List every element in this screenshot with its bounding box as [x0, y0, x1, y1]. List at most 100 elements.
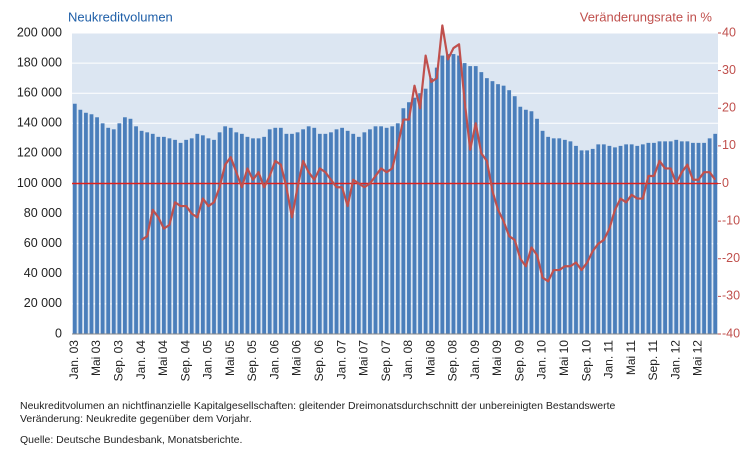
bar — [78, 109, 83, 334]
x-tick-label: Jan. 08 — [401, 340, 415, 380]
bar — [434, 67, 439, 335]
x-tick-label: Mai 04 — [156, 340, 170, 376]
x-tick-label: Jan. 05 — [201, 340, 215, 380]
y-tick-label: 200 000 — [17, 25, 62, 39]
bar — [479, 72, 484, 334]
bar — [317, 133, 322, 334]
bar — [574, 145, 578, 334]
bar — [401, 108, 406, 334]
bar — [407, 102, 411, 334]
bar — [267, 129, 272, 334]
bar — [551, 138, 556, 334]
y2-tick-label: -10 — [722, 213, 740, 227]
bar — [685, 141, 690, 334]
bar — [679, 141, 684, 334]
bar — [590, 148, 595, 334]
x-tick-label: Mai 03 — [89, 340, 103, 376]
x-tick-label: Sep. 10 — [579, 340, 593, 382]
y2-tick-label: -20 — [722, 251, 740, 265]
bar — [306, 126, 311, 334]
bar — [334, 129, 339, 334]
bar — [418, 93, 422, 334]
bar — [161, 136, 166, 334]
bar — [212, 139, 216, 334]
x-tick-label: Mai 07 — [357, 340, 371, 376]
bar — [585, 150, 590, 334]
bar — [446, 54, 450, 334]
bar — [123, 117, 127, 334]
bar — [134, 126, 138, 334]
bar — [512, 96, 517, 335]
bar — [490, 81, 495, 334]
bar — [713, 133, 718, 334]
bar — [507, 90, 512, 334]
bar — [128, 118, 133, 334]
x-tick-label: Sep. 06 — [312, 340, 326, 382]
x-tick-label: Mai 05 — [223, 340, 237, 376]
bar — [89, 114, 94, 335]
bar — [646, 142, 651, 334]
y2-tick-label: 0 — [722, 176, 729, 190]
y2-axis-title: Veränderungsrate in % — [580, 9, 713, 24]
x-tick-label: Jan. 06 — [267, 340, 281, 380]
bar — [106, 127, 111, 334]
bar — [362, 132, 367, 334]
bar — [657, 141, 662, 334]
x-tick-label: Mai 09 — [490, 340, 504, 376]
y-tick-label: 100 000 — [17, 176, 62, 190]
y-tick-label: 120 000 — [17, 146, 62, 160]
bar — [373, 126, 378, 334]
bar — [100, 123, 105, 334]
bar — [546, 136, 551, 334]
bar — [702, 142, 706, 334]
bar — [696, 142, 701, 334]
bar — [640, 144, 645, 334]
source: Quelle: Deutsche Bundesbank, Monatsberic… — [20, 434, 242, 446]
bar — [184, 139, 189, 334]
bar — [290, 133, 294, 334]
bar — [356, 136, 361, 334]
bar — [390, 126, 395, 334]
bar — [239, 133, 244, 334]
bar — [178, 142, 183, 334]
x-tick-label: Jan. 03 — [67, 340, 81, 380]
y2-tick-label: -40 — [722, 326, 740, 340]
bar — [156, 136, 161, 334]
y2-tick-label: 40 — [722, 25, 736, 39]
bar — [635, 145, 640, 334]
bar — [295, 132, 300, 334]
note: Veränderung: Neukredite gegenüber dem Vo… — [20, 413, 252, 425]
bar — [323, 133, 328, 334]
bar — [429, 78, 434, 335]
bar — [234, 132, 239, 334]
bar — [674, 139, 679, 334]
bar — [345, 130, 350, 334]
y-tick-label: 0 — [55, 326, 62, 340]
bar — [395, 123, 400, 334]
bar — [518, 106, 523, 335]
bar — [379, 126, 383, 334]
bar — [111, 129, 116, 334]
bar — [72, 103, 77, 334]
bar — [117, 123, 122, 334]
bar — [329, 132, 333, 334]
x-tick-label: Sep. 07 — [379, 340, 393, 382]
bar — [668, 141, 673, 334]
line — [140, 24, 717, 283]
x-tick-label: Sep. 11 — [646, 340, 660, 381]
bar — [200, 135, 205, 334]
y-tick-label: 20 000 — [24, 296, 62, 310]
bar — [245, 136, 250, 334]
bar — [596, 144, 601, 334]
y2-tick-label: -30 — [722, 289, 740, 303]
y-tick-label: 180 000 — [17, 55, 62, 69]
x-tick-label: Sep. 09 — [512, 340, 526, 382]
bar — [562, 139, 567, 334]
bar — [423, 88, 428, 334]
bar — [579, 150, 584, 334]
bar — [624, 144, 629, 334]
bar — [462, 63, 467, 334]
bar — [652, 142, 656, 334]
x-tick-label: Mai 11 — [624, 340, 638, 375]
x-tick-label: Sep. 08 — [446, 340, 460, 382]
